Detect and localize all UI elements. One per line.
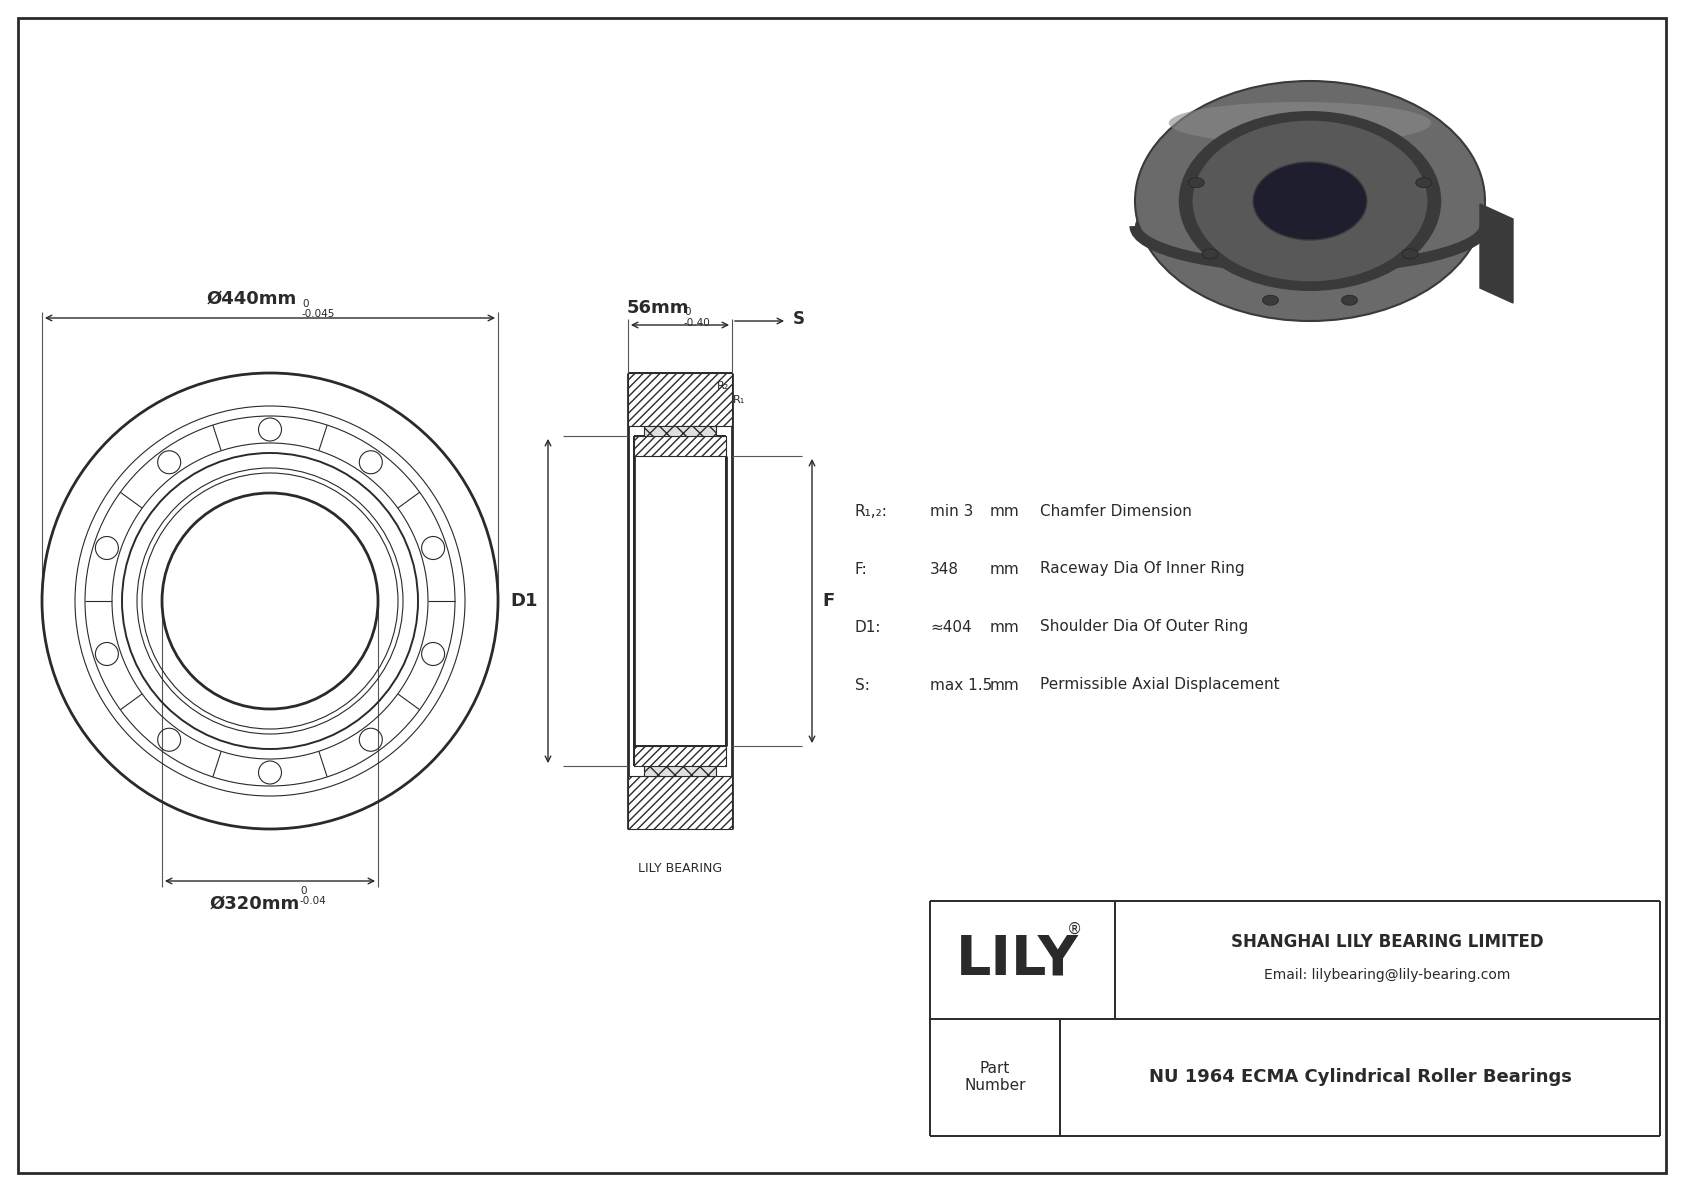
Text: Ø440mm: Ø440mm xyxy=(207,289,296,308)
Text: max 1.5: max 1.5 xyxy=(930,678,992,692)
Text: SHANGHAI LILY BEARING LIMITED: SHANGHAI LILY BEARING LIMITED xyxy=(1231,933,1544,950)
Text: mm: mm xyxy=(990,504,1021,518)
Text: Permissible Axial Displacement: Permissible Axial Displacement xyxy=(1041,678,1280,692)
Ellipse shape xyxy=(1135,183,1485,268)
Ellipse shape xyxy=(1416,177,1431,188)
Text: D1: D1 xyxy=(510,592,537,610)
Ellipse shape xyxy=(1189,177,1204,188)
Ellipse shape xyxy=(1253,162,1367,241)
Ellipse shape xyxy=(1179,111,1442,291)
Ellipse shape xyxy=(1403,249,1418,258)
Text: Ø320mm: Ø320mm xyxy=(210,894,300,913)
Text: -0.045: -0.045 xyxy=(301,308,335,319)
Text: S:: S: xyxy=(855,678,871,692)
Text: R₁: R₁ xyxy=(733,395,746,405)
Text: S: S xyxy=(793,310,805,328)
Text: min 3: min 3 xyxy=(930,504,973,518)
Text: NU 1964 ECMA Cylindrical Roller Bearings: NU 1964 ECMA Cylindrical Roller Bearings xyxy=(1148,1068,1571,1086)
Text: F:: F: xyxy=(855,561,867,576)
Bar xyxy=(633,746,726,766)
Bar xyxy=(628,777,733,829)
Text: 0: 0 xyxy=(684,307,690,317)
Text: R₁,₂:: R₁,₂: xyxy=(855,504,887,518)
Text: LILY: LILY xyxy=(957,933,1079,987)
Text: 56mm: 56mm xyxy=(626,299,689,317)
Text: Email: lilybearing@lily-bearing.com: Email: lilybearing@lily-bearing.com xyxy=(1265,968,1511,981)
Text: 348: 348 xyxy=(930,561,958,576)
Ellipse shape xyxy=(1342,295,1357,305)
Text: Part
Number: Part Number xyxy=(965,1061,1026,1093)
Ellipse shape xyxy=(1169,102,1431,144)
Ellipse shape xyxy=(1202,249,1218,258)
Bar xyxy=(628,373,733,426)
Text: -0.04: -0.04 xyxy=(300,896,327,906)
Text: LILY BEARING: LILY BEARING xyxy=(638,862,722,875)
Text: 0: 0 xyxy=(300,886,306,896)
Text: ®: ® xyxy=(1068,922,1083,937)
Bar xyxy=(633,436,726,456)
Text: R₂: R₂ xyxy=(717,381,729,391)
Text: mm: mm xyxy=(990,678,1021,692)
Polygon shape xyxy=(1480,204,1512,303)
Ellipse shape xyxy=(1263,295,1278,305)
Text: 0: 0 xyxy=(301,299,308,308)
Text: Shoulder Dia Of Outer Ring: Shoulder Dia Of Outer Ring xyxy=(1041,619,1248,635)
Ellipse shape xyxy=(1192,120,1428,282)
Text: Raceway Dia Of Inner Ring: Raceway Dia Of Inner Ring xyxy=(1041,561,1244,576)
Text: mm: mm xyxy=(990,619,1021,635)
Bar xyxy=(1059,31,1600,372)
Text: -0.40: -0.40 xyxy=(684,318,711,328)
Text: F: F xyxy=(822,592,834,610)
Text: mm: mm xyxy=(990,561,1021,576)
Ellipse shape xyxy=(1135,81,1485,322)
Text: Chamfer Dimension: Chamfer Dimension xyxy=(1041,504,1192,518)
Bar xyxy=(643,426,716,442)
Text: D1:: D1: xyxy=(855,619,881,635)
Bar xyxy=(643,760,716,777)
Text: ≈404: ≈404 xyxy=(930,619,972,635)
